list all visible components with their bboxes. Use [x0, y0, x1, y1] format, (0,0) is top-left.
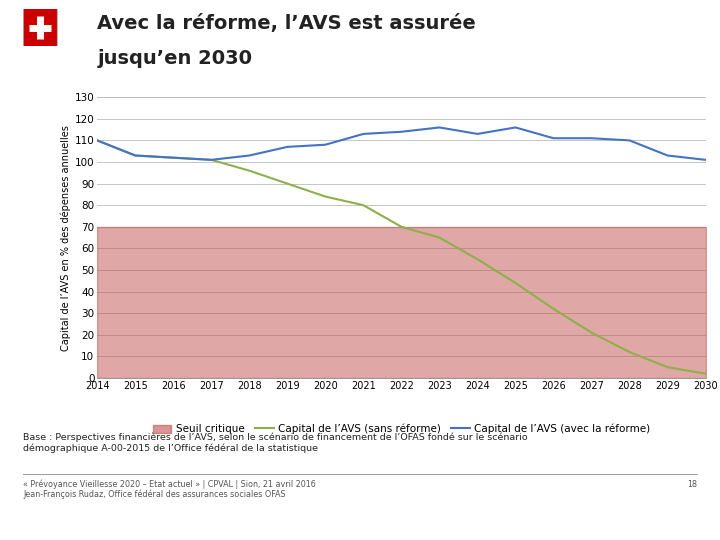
- Text: jusqu’en 2030: jusqu’en 2030: [97, 49, 252, 68]
- FancyBboxPatch shape: [23, 9, 58, 46]
- Text: démographique A-00-2015 de l’Office fédéral de la statistique: démographique A-00-2015 de l’Office fédé…: [23, 444, 318, 454]
- Text: « Prévoyance Vieillesse 2020 – Etat actuel » | CPVAL | Sion, 21 avril 2016: « Prévoyance Vieillesse 2020 – Etat actu…: [23, 480, 316, 489]
- Text: Avec la réforme, l’AVS est assurée: Avec la réforme, l’AVS est assurée: [97, 14, 476, 32]
- Text: Base : Perspectives financières de l’AVS, selon le scénario de financement de l’: Base : Perspectives financières de l’AVS…: [23, 432, 528, 442]
- Text: 18: 18: [687, 480, 697, 489]
- Legend: Seuil critique, Capital de l’AVS (sans réforme), Capital de l’AVS (avec la réfor: Seuil critique, Capital de l’AVS (sans r…: [148, 420, 654, 438]
- Text: Jean-François Rudaz, Office fédéral des assurances sociales OFAS: Jean-François Rudaz, Office fédéral des …: [23, 489, 286, 499]
- Y-axis label: Capital de l’AVS en % des dépenses annuelles: Capital de l’AVS en % des dépenses annue…: [60, 125, 71, 350]
